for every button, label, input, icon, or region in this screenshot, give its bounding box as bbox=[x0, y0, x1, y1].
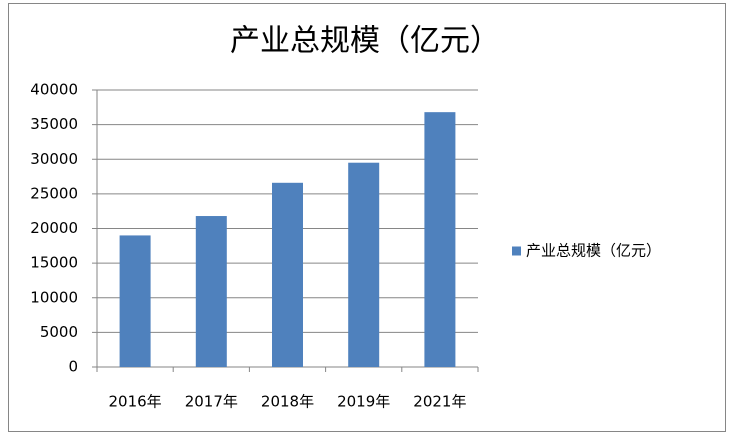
y-tick-label: 25000 bbox=[30, 184, 78, 202]
bar bbox=[424, 112, 456, 367]
x-tick-label: 2016年 bbox=[109, 393, 162, 411]
legend-swatch bbox=[512, 246, 521, 256]
x-tick-label: 2019年 bbox=[337, 393, 390, 411]
x-tick-label: 2021年 bbox=[413, 393, 466, 411]
y-tick-label: 35000 bbox=[30, 115, 78, 133]
chart-title: 产业总规模（亿元） bbox=[230, 24, 500, 59]
bar bbox=[348, 162, 380, 367]
bar bbox=[195, 216, 227, 367]
y-tick-label: 10000 bbox=[30, 288, 78, 306]
bar bbox=[272, 182, 303, 367]
y-tick-label: 15000 bbox=[30, 254, 78, 272]
legend-label: 产业总规模（亿元） bbox=[526, 242, 661, 260]
x-tick-label: 2017年 bbox=[185, 393, 238, 411]
x-tick-label: 2018年 bbox=[261, 393, 314, 411]
y-tick-label: 5000 bbox=[40, 323, 78, 341]
bar bbox=[119, 235, 151, 367]
y-tick-label: 40000 bbox=[30, 81, 78, 99]
y-tick-label: 0 bbox=[68, 358, 78, 376]
y-tick-label: 30000 bbox=[30, 150, 78, 168]
y-tick-label: 20000 bbox=[30, 219, 78, 237]
